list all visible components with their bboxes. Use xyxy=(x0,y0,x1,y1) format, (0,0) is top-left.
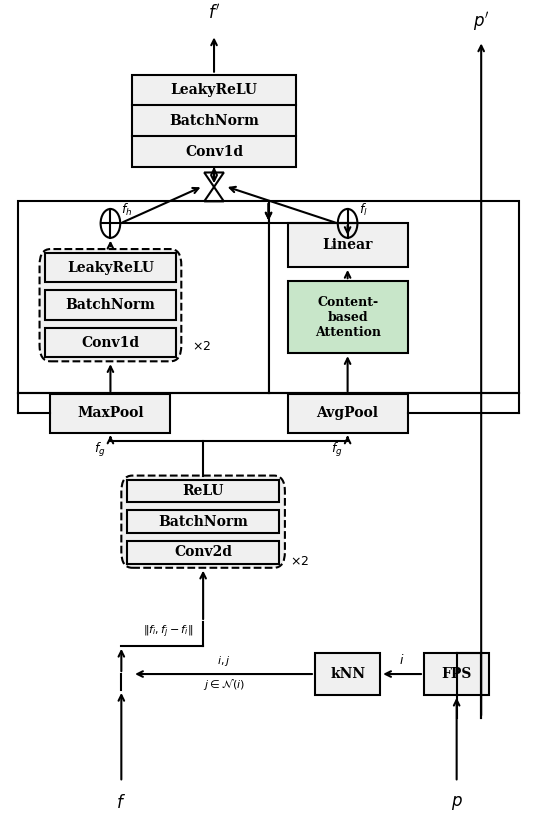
FancyBboxPatch shape xyxy=(50,394,170,433)
Text: $\times 2$: $\times 2$ xyxy=(192,340,212,353)
Text: BatchNorm: BatchNorm xyxy=(66,299,156,312)
Text: Content-
based
Attention: Content- based Attention xyxy=(315,296,381,339)
Text: LeakyReLU: LeakyReLU xyxy=(67,261,154,275)
Text: $f_l$: $f_l$ xyxy=(358,202,367,218)
FancyBboxPatch shape xyxy=(288,223,408,267)
Text: Conv1d: Conv1d xyxy=(81,335,140,349)
FancyBboxPatch shape xyxy=(269,201,520,393)
FancyBboxPatch shape xyxy=(45,253,176,282)
Text: $i$: $i$ xyxy=(399,654,405,667)
FancyBboxPatch shape xyxy=(288,394,408,433)
FancyBboxPatch shape xyxy=(121,475,285,568)
Text: Conv2d: Conv2d xyxy=(174,546,232,560)
Text: AvgPool: AvgPool xyxy=(317,407,379,420)
FancyBboxPatch shape xyxy=(127,510,279,533)
Text: BatchNorm: BatchNorm xyxy=(169,114,259,128)
Text: $p'$: $p'$ xyxy=(473,10,489,33)
Text: MaxPool: MaxPool xyxy=(77,407,144,420)
FancyBboxPatch shape xyxy=(288,281,408,353)
FancyBboxPatch shape xyxy=(45,328,176,357)
FancyBboxPatch shape xyxy=(424,654,489,694)
Text: $j \in \mathcal{N}(i)$: $j \in \mathcal{N}(i)$ xyxy=(203,677,244,693)
Text: Conv1d: Conv1d xyxy=(185,145,243,159)
Text: LeakyReLU: LeakyReLU xyxy=(170,83,258,97)
Text: $f_g$: $f_g$ xyxy=(94,441,105,459)
FancyBboxPatch shape xyxy=(127,541,279,564)
FancyBboxPatch shape xyxy=(127,479,279,502)
Text: $i, j$: $i, j$ xyxy=(216,654,231,668)
FancyBboxPatch shape xyxy=(315,654,380,694)
Text: $f_h$: $f_h$ xyxy=(121,202,133,218)
Text: $p$: $p$ xyxy=(450,794,463,812)
FancyBboxPatch shape xyxy=(18,201,269,393)
Text: Linear: Linear xyxy=(322,238,373,252)
FancyBboxPatch shape xyxy=(45,290,176,320)
Text: ReLU: ReLU xyxy=(182,484,224,498)
Text: $\times 2$: $\times 2$ xyxy=(290,555,310,568)
Text: $f_g$: $f_g$ xyxy=(331,441,342,459)
Text: $\|f_i, f_j - f_i\|$: $\|f_i, f_j - f_i\|$ xyxy=(143,623,193,640)
Text: BatchNorm: BatchNorm xyxy=(158,515,248,528)
Text: FPS: FPS xyxy=(442,667,472,681)
Text: $f$: $f$ xyxy=(116,794,127,812)
Text: $f'$: $f'$ xyxy=(208,3,220,23)
FancyBboxPatch shape xyxy=(39,249,181,362)
Text: kNN: kNN xyxy=(330,667,365,681)
FancyBboxPatch shape xyxy=(132,74,296,167)
